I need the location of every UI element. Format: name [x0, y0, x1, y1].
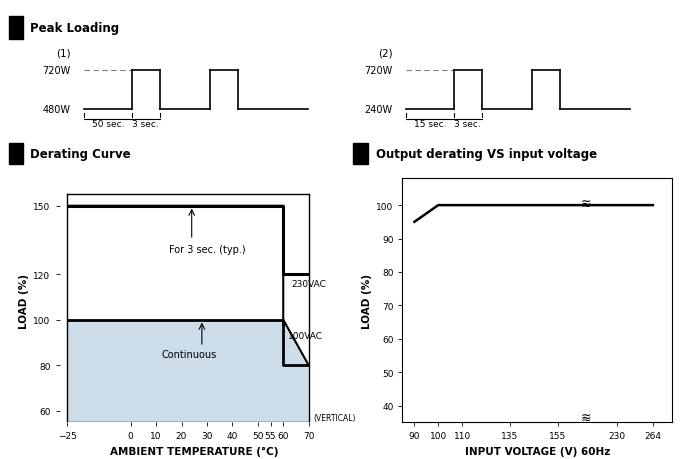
Text: For 3 sec. (typ.): For 3 sec. (typ.) — [169, 245, 246, 255]
Text: 720W: 720W — [365, 66, 393, 76]
Text: 50 sec.: 50 sec. — [92, 120, 124, 129]
Text: 3 sec.: 3 sec. — [454, 120, 481, 129]
Bar — [10, 143, 23, 164]
Text: Output derating VS input voltage: Output derating VS input voltage — [376, 147, 597, 160]
Text: ≋: ≋ — [581, 197, 592, 211]
Text: Derating Curve: Derating Curve — [30, 147, 131, 160]
Bar — [353, 143, 368, 164]
X-axis label: AMBIENT TEMPERATURE (°C): AMBIENT TEMPERATURE (°C) — [110, 446, 279, 456]
Text: (2): (2) — [378, 49, 393, 59]
Text: ≋: ≋ — [581, 411, 592, 424]
Text: Continuous: Continuous — [161, 349, 216, 359]
Text: 240W: 240W — [365, 105, 393, 115]
Text: 15 sec.: 15 sec. — [414, 120, 446, 129]
X-axis label: INPUT VOLTAGE (V) 60Hz: INPUT VOLTAGE (V) 60Hz — [465, 446, 610, 456]
Text: 230VAC: 230VAC — [291, 279, 326, 288]
Text: (1): (1) — [56, 49, 71, 59]
Y-axis label: LOAD (%): LOAD (%) — [19, 273, 29, 328]
Text: (VERTICAL): (VERTICAL) — [314, 413, 356, 422]
Text: 3 sec.: 3 sec. — [132, 120, 159, 129]
Polygon shape — [67, 320, 309, 422]
Text: 720W: 720W — [43, 66, 71, 76]
Bar — [10, 17, 23, 40]
Text: 480W: 480W — [43, 105, 71, 115]
Y-axis label: LOAD (%): LOAD (%) — [362, 273, 372, 328]
Text: Peak Loading: Peak Loading — [30, 22, 119, 35]
Text: 100VAC: 100VAC — [288, 331, 323, 341]
